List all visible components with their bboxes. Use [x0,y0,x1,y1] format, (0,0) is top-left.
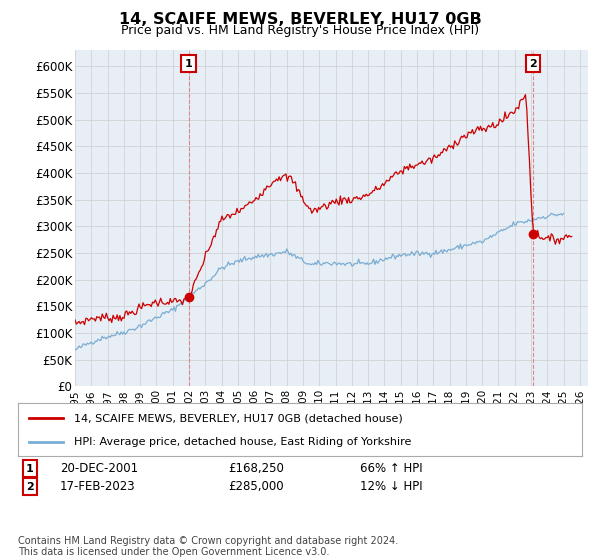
Text: 17-FEB-2023: 17-FEB-2023 [60,480,136,493]
Text: £285,000: £285,000 [228,480,284,493]
Text: 2: 2 [26,482,34,492]
Text: 12% ↓ HPI: 12% ↓ HPI [360,480,422,493]
Text: 1: 1 [26,464,34,474]
Text: Price paid vs. HM Land Registry's House Price Index (HPI): Price paid vs. HM Land Registry's House … [121,24,479,36]
Text: 66% ↑ HPI: 66% ↑ HPI [360,462,422,475]
Text: HPI: Average price, detached house, East Riding of Yorkshire: HPI: Average price, detached house, East… [74,436,412,446]
Text: 14, SCAIFE MEWS, BEVERLEY, HU17 0GB (detached house): 14, SCAIFE MEWS, BEVERLEY, HU17 0GB (det… [74,413,403,423]
Text: 2: 2 [529,59,537,69]
Text: Contains HM Land Registry data © Crown copyright and database right 2024.
This d: Contains HM Land Registry data © Crown c… [18,535,398,557]
Text: 1: 1 [185,59,193,69]
Text: £168,250: £168,250 [228,462,284,475]
Text: 14, SCAIFE MEWS, BEVERLEY, HU17 0GB: 14, SCAIFE MEWS, BEVERLEY, HU17 0GB [119,12,481,27]
Text: 20-DEC-2001: 20-DEC-2001 [60,462,138,475]
